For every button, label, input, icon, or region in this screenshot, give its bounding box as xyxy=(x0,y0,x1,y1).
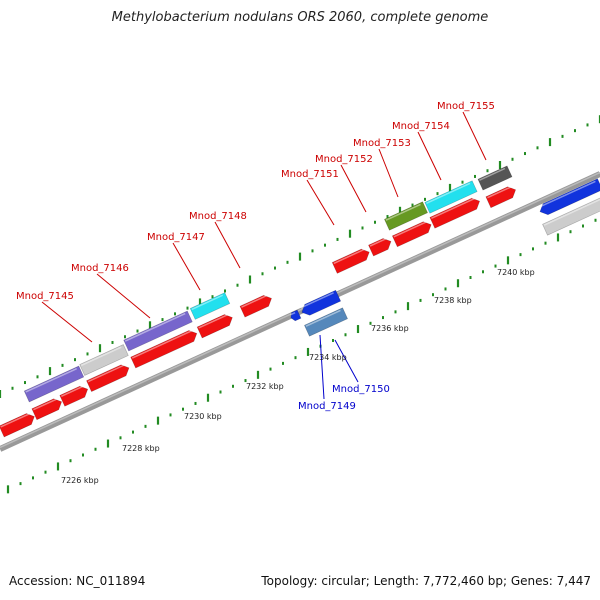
scale-label: 7234 kbp xyxy=(309,353,347,362)
gene-block-forward xyxy=(239,294,272,318)
scale-labels: 7226 kbp 7228 kbp 7230 kbp 7232 kbp 7234 kbp… xyxy=(61,268,535,485)
label-leader-line xyxy=(41,301,93,343)
label-leader-line xyxy=(334,339,359,383)
gene-block-forward xyxy=(429,197,481,229)
gene-block-upper xyxy=(123,310,193,352)
gene-block-forward xyxy=(485,186,517,209)
gene-block-upper xyxy=(542,196,600,236)
scale-label: 7232 kbp xyxy=(246,382,284,391)
genome-title: Methylobacterium nodulans ORS 2060, comp… xyxy=(111,10,489,25)
gene-block-forward xyxy=(368,237,392,257)
scale-label: 7228 kbp xyxy=(122,444,160,453)
gene-block-forward xyxy=(391,221,432,248)
scale-label: 7226 kbp xyxy=(61,476,99,485)
gene-label-mnod-7152[interactable]: Mnod_7152 xyxy=(315,154,373,165)
label-leader-line xyxy=(417,131,442,181)
label-leader-line xyxy=(96,273,151,319)
genome-backbone xyxy=(0,171,600,452)
label-leader-line xyxy=(378,148,399,198)
label-leader-line xyxy=(214,221,241,269)
scale-label: 7236 kbp xyxy=(371,324,409,333)
gene-block-forward xyxy=(59,385,89,407)
gene-block-forward xyxy=(130,329,198,369)
gene-block-forward xyxy=(31,398,63,421)
scale-label: 7240 kbp xyxy=(497,268,535,277)
gene-block-reverse xyxy=(304,307,348,337)
label-leader-line xyxy=(319,334,325,400)
gene-block-forward xyxy=(0,412,35,438)
gene-label-mnod-7146[interactable]: Mnod_7146 xyxy=(71,263,129,274)
gene-block-upper xyxy=(23,365,85,403)
gene-label-mnod-7145[interactable]: Mnod_7145 xyxy=(16,291,74,302)
gene-label-mnod-7151[interactable]: Mnod_7151 xyxy=(281,169,339,180)
gene-block-upper xyxy=(384,201,428,231)
gene-block-forward xyxy=(331,248,370,274)
gene-block-reverse-small xyxy=(290,309,302,322)
gene-block-upper xyxy=(538,178,600,216)
gene-label-mnod-7155[interactable]: Mnod_7155 xyxy=(437,101,495,112)
accession-text: Accession: NC_011894 xyxy=(9,574,146,588)
gene-label-mnod-7154[interactable]: Mnod_7154 xyxy=(392,121,450,132)
scale-label: 7238 kbp xyxy=(434,296,472,305)
gene-label-mnod-7153[interactable]: Mnod_7153 xyxy=(353,138,411,149)
genome-summary-text: Topology: circular; Length: 7,772,460 bp… xyxy=(261,574,591,588)
gene-block-upper xyxy=(424,180,478,214)
gene-features xyxy=(0,165,600,438)
label-leader-line xyxy=(340,164,367,213)
gene-label-mnod-7147[interactable]: Mnod_7147 xyxy=(147,232,205,243)
gene-label-mnod-7149[interactable]: Mnod_7149 xyxy=(298,401,356,412)
gene-label-mnod-7150[interactable]: Mnod_7150 xyxy=(332,384,390,395)
gene-block-reverse xyxy=(300,289,342,316)
scale-label: 7230 kbp xyxy=(184,412,222,421)
gene-labels: Mnod_7145 Mnod_7146 Mnod_7147 Mnod_7148 Mnod… xyxy=(16,101,495,412)
gene-block-upper xyxy=(189,292,231,320)
gene-block-forward xyxy=(196,313,233,339)
gene-label-mnod-7148[interactable]: Mnod_7148 xyxy=(189,211,247,222)
label-leader-line xyxy=(462,111,487,161)
gene-block-upper xyxy=(79,344,129,376)
gene-block-forward xyxy=(86,364,130,393)
label-leaders xyxy=(41,111,487,400)
gene-block-upper xyxy=(477,165,513,191)
label-leader-line xyxy=(172,242,201,291)
label-leader-line xyxy=(306,179,335,226)
